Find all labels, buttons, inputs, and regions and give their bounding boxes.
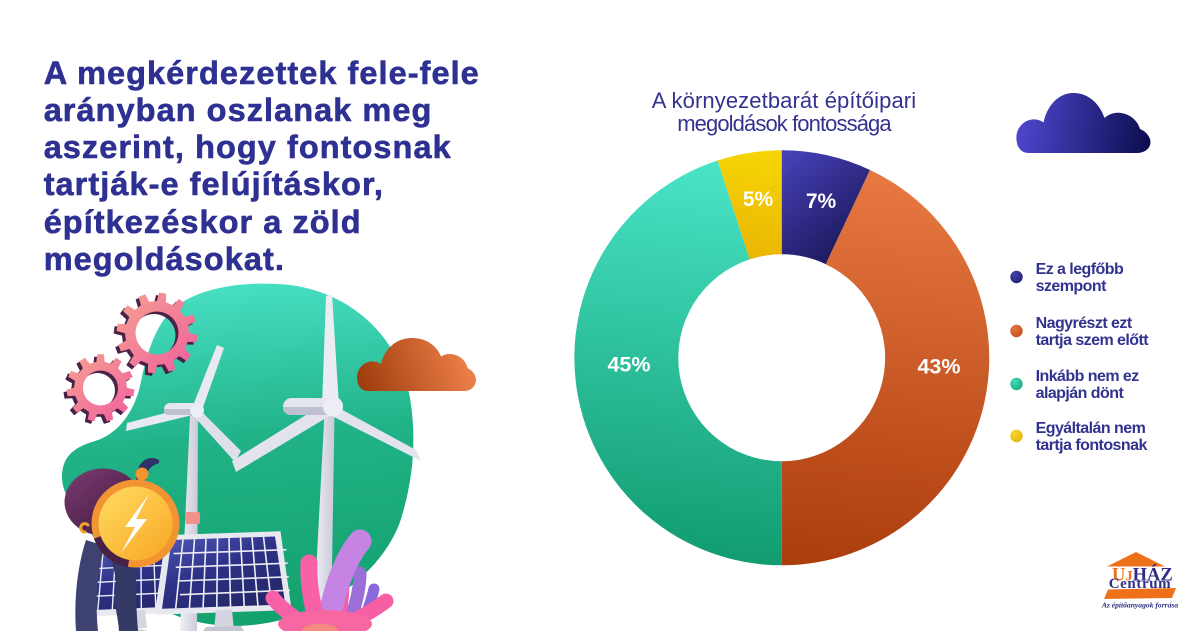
svg-text:ÚJHÁZ: ÚJHÁZ <box>1112 564 1173 586</box>
svg-text:Centrum: Centrum <box>1109 576 1172 592</box>
svg-text:Az építőanyagok forrása: Az építőanyagok forrása <box>1101 601 1179 610</box>
